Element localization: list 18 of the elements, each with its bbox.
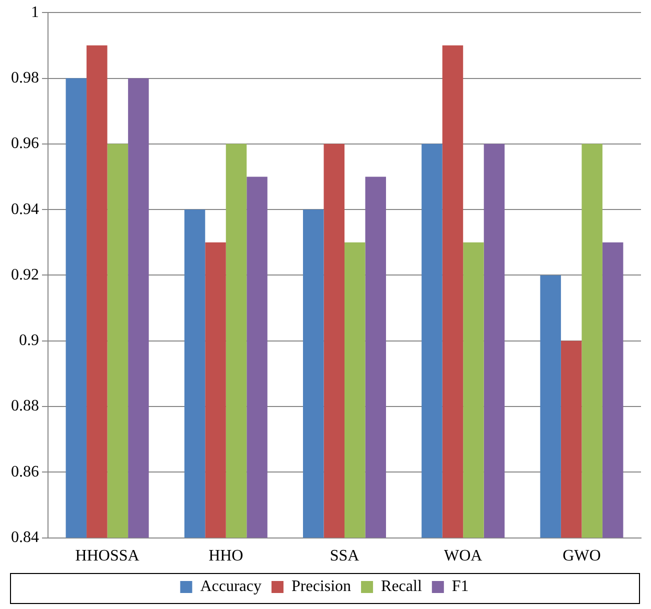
legend-label: Precision: [291, 578, 352, 596]
x-tick-label: HHO: [208, 548, 244, 565]
y-tick-label: 0.84: [11, 529, 39, 546]
x-tick-label: HHOSSA: [75, 548, 140, 565]
y-tick-label: 0.88: [11, 398, 39, 415]
x-tick-label: GWO: [562, 548, 601, 565]
legend-label: Recall: [381, 578, 422, 596]
y-tick-label: 0.96: [11, 135, 39, 152]
y-tick-label: 1: [31, 4, 39, 21]
y-tick-label: 0.94: [11, 200, 39, 218]
y-tick-label: 0.9: [19, 332, 39, 350]
x-tick-label: SSA: [330, 548, 360, 565]
y-tick-label: 0.92: [11, 266, 39, 284]
y-tick-label: 0.98: [11, 69, 39, 86]
legend-label: F1: [452, 578, 469, 596]
x-tick-label: WOA: [444, 548, 483, 565]
y-tick-label: 0.86: [11, 463, 39, 480]
legend-label: Accuracy: [200, 578, 262, 596]
